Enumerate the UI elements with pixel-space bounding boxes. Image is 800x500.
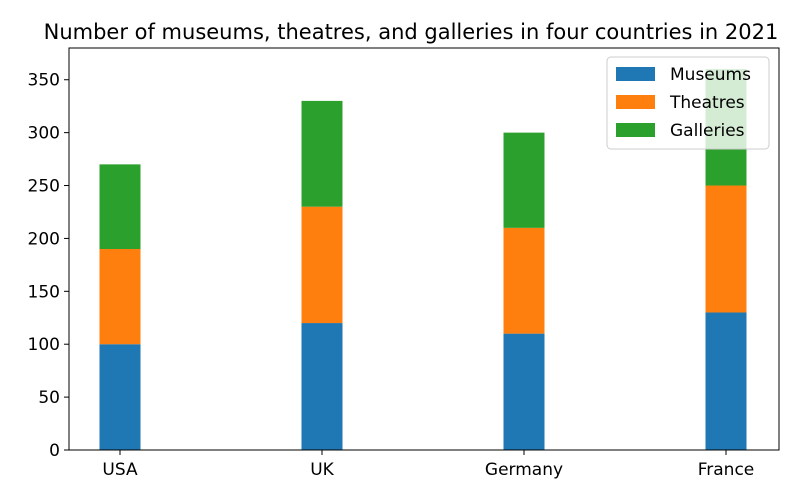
axes-layer: 0 50 100 150 200 250 300 350 USA UK Germany France [28,47,780,480]
y-tick-label: 50 [38,388,60,408]
y-tick-label: 150 [28,282,60,302]
x-tick-label: UK [310,460,334,480]
bar-galleries-uk [301,100,343,207]
x-tick-label: Germany [485,460,563,480]
bar-museums-france [705,312,747,450]
legend-label-galleries: Galleries [670,121,745,141]
y-tick-label: 100 [28,335,60,355]
legend-label-theatres: Theatres [669,93,745,113]
bar-museums-germany [503,333,545,450]
legend: Museums Theatres Galleries [606,56,770,150]
plot-frame [68,47,780,451]
legend-label-museums: Museums [670,65,751,85]
bar-theatres-france [705,185,747,313]
bars-layer [99,69,747,450]
y-tick-label: 350 [28,71,60,91]
bar-theatres-germany [503,227,545,334]
bar-museums-usa [99,344,141,450]
x-tick-label: USA [102,460,138,480]
x-tick-label: France [698,460,755,480]
y-tick-label: 200 [28,229,60,249]
bar-galleries-germany [503,132,545,228]
legend-swatch-galleries [616,123,655,137]
y-tick-label: 0 [49,441,60,461]
chart-title: Number of museums, theatres, and galleri… [44,20,779,44]
legend-swatch-theatres [616,95,655,109]
bar-galleries-usa [99,164,141,249]
bar-theatres-usa [99,249,141,345]
y-tick-label: 300 [28,124,60,144]
bar-museums-uk [301,323,343,450]
legend-swatch-museums [616,67,655,81]
bar-theatres-uk [301,206,343,324]
y-tick-label: 250 [28,177,60,197]
